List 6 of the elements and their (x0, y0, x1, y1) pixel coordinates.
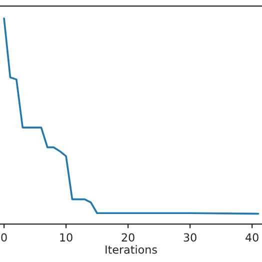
x-tick-label: 40 (246, 233, 258, 242)
x-tick-label: 0 (1, 233, 7, 242)
x-axis-title: Iterations (106, 245, 157, 254)
x-tick-label: 30 (184, 233, 196, 242)
x-tick-label: 10 (60, 233, 72, 242)
x-tick-label: 20 (122, 233, 134, 242)
